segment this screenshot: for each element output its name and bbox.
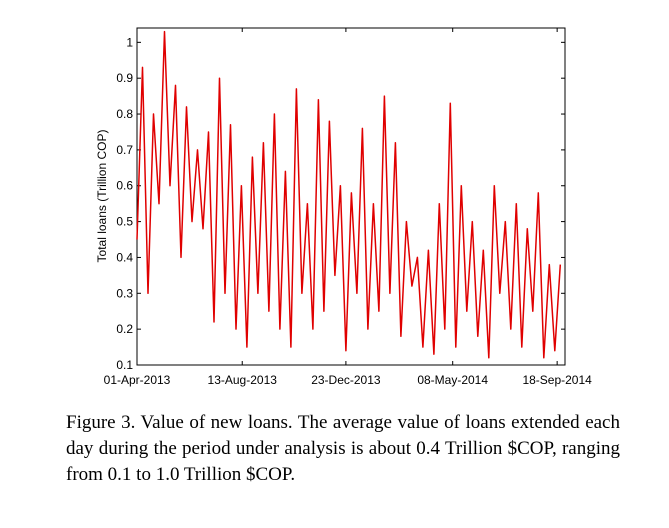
x-tick-label: 13-Aug-2013	[208, 373, 278, 387]
y-tick-label: 0.6	[116, 179, 133, 193]
chart: Total loans (Trillion COP) 0.1 0.2 0.3 0.4 0…	[95, 27, 592, 387]
x-tick-label: 08-May-2014	[417, 373, 488, 387]
y-tick-label: 0.2	[116, 322, 133, 336]
y-tick-label: 0.5	[116, 215, 133, 229]
x-tick-label: 18-Sep-2014	[522, 373, 592, 387]
y-tick-label: 0.3	[116, 286, 133, 300]
data-line	[136, 30, 562, 359]
x-tick-label: 01-Apr-2013	[104, 373, 171, 387]
y-tick-label: 0.7	[116, 143, 133, 157]
caption: Figure 3. Value of new loans. The averag…	[66, 412, 620, 485]
y-axis-label: Total loans (Trillion COP)	[95, 130, 109, 263]
y-tick-label: 0.4	[116, 250, 133, 264]
y-tick-label: 0.9	[116, 71, 133, 85]
y-tick-label: 0.8	[116, 107, 133, 121]
x-tick-label: 23-Dec-2013	[311, 373, 381, 387]
y-tick-label: 0.1	[116, 358, 133, 372]
y-tick-label: 1	[126, 35, 133, 49]
plot-frame	[136, 27, 566, 366]
